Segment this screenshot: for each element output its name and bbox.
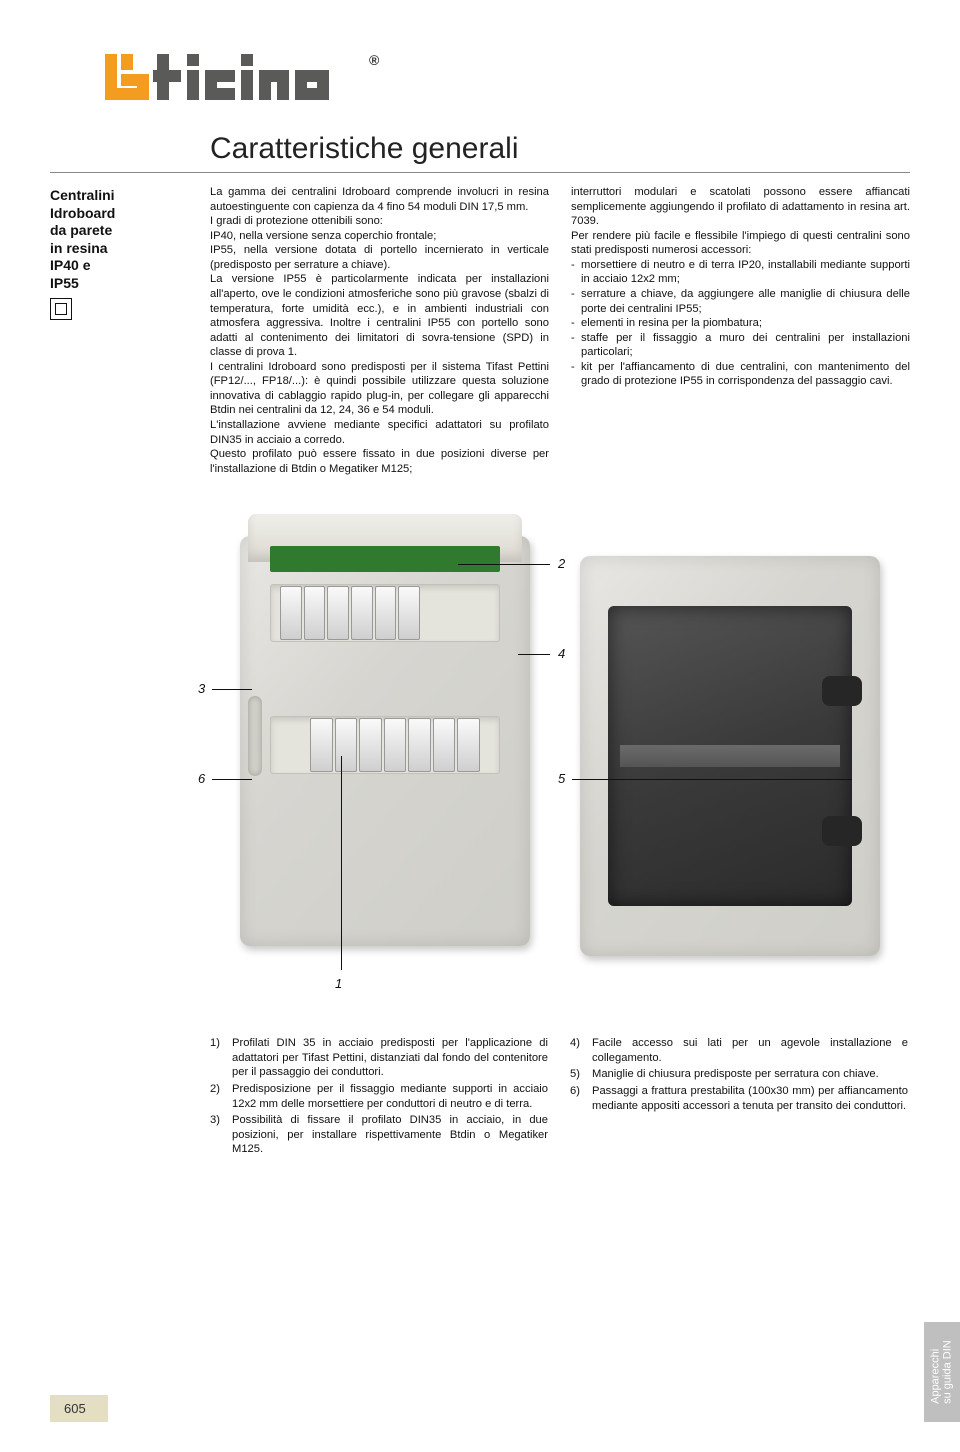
notes: 1)Profilati DIN 35 in acciaio predispost… [210, 1036, 908, 1159]
registered-icon: ® [369, 52, 379, 68]
body-column-1: La gamma dei centralini Idroboard compre… [210, 185, 549, 476]
callout-6: 6 [198, 771, 205, 786]
bullet-item: elementi in resina per la piombatura; [571, 316, 910, 331]
section-tab: Apparecchi su guida DIN [924, 1322, 960, 1422]
body-text-1: La gamma dei centralini Idroboard compre… [210, 185, 549, 476]
body-columns: La gamma dei centralini Idroboard compre… [210, 185, 910, 476]
notes-col-left: 1)Profilati DIN 35 in acciaio predispost… [210, 1036, 548, 1159]
bullet-item: serrature a chiave, da aggiungere alle m… [571, 287, 910, 316]
page-title: Caratteristiche generali [210, 132, 910, 166]
page-number: 605 [50, 1395, 108, 1422]
note-item: 4)Facile accesso sui lati per un agevole… [570, 1036, 908, 1065]
sidebar: Centralini Idroboard da parete in resina… [50, 185, 192, 476]
body-bullets: morsettiere di neutro e di terra IP20, i… [571, 258, 910, 389]
note-item: 2)Predisposizione per il fissaggio media… [210, 1082, 548, 1111]
sidebar-title: Centralini Idroboard da parete in resina… [50, 187, 192, 292]
callout-5: 5 [558, 771, 565, 786]
note-item: 1)Profilati DIN 35 in acciaio predispost… [210, 1036, 548, 1080]
bullet-item: morsettiere di neutro e di terra IP20, i… [571, 258, 910, 287]
notes-col-right: 4)Facile accesso sui lati per un agevole… [570, 1036, 908, 1159]
note-item: 6)Passaggi a frattura prestabilita (100x… [570, 1084, 908, 1113]
product-open-enclosure [240, 536, 530, 946]
bullet-item: kit per l'affiancamento di due centralin… [571, 360, 910, 389]
callout-1: 1 [335, 976, 342, 991]
callout-4: 4 [558, 646, 565, 661]
body-column-2: interruttori modulari e scatolati posson… [571, 185, 910, 476]
bticino-logo [105, 50, 365, 104]
figure-area: 2 4 3 6 5 1 [160, 536, 910, 996]
divider [50, 172, 910, 173]
body-text-2-intro: interruttori modulari e scatolati posson… [571, 185, 910, 258]
callout-3: 3 [198, 681, 205, 696]
class-ii-icon [50, 298, 72, 320]
product-closed-enclosure [580, 556, 880, 956]
callout-2: 2 [558, 556, 565, 571]
note-item: 3)Possibilità di fissare il profilato DI… [210, 1113, 548, 1157]
brand-logo: ® [105, 50, 910, 104]
note-item: 5)Maniglie di chiusura predisposte per s… [570, 1067, 908, 1082]
bullet-item: staffe per il fissaggio a muro dei centr… [571, 331, 910, 360]
footer: 605 [50, 1386, 960, 1422]
